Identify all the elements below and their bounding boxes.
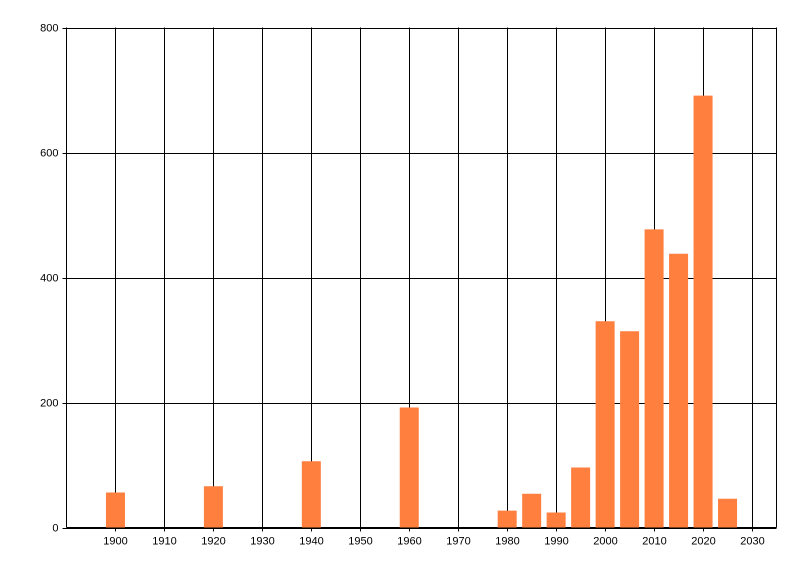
x-tick-label: 2010 [642, 535, 666, 547]
y-tick-label: 0 [52, 522, 58, 534]
bar [620, 331, 640, 528]
x-tick-label: 2030 [740, 535, 764, 547]
x-tick-label: 1910 [152, 535, 176, 547]
x-tick-label: 1960 [397, 535, 421, 547]
x-tick-label: 1990 [544, 535, 568, 547]
bar [546, 512, 566, 528]
x-tick-label: 1970 [446, 535, 470, 547]
y-tick-label: 600 [40, 147, 58, 159]
bar [595, 321, 615, 528]
bar [203, 486, 223, 528]
x-tick-label: 1980 [495, 535, 519, 547]
x-tick-label: 1950 [348, 535, 372, 547]
bar [644, 229, 664, 528]
x-tick-label: 1930 [250, 535, 274, 547]
bar [718, 498, 738, 528]
bar [669, 253, 689, 528]
x-tick-label: 1920 [201, 535, 225, 547]
bar [693, 95, 713, 528]
y-tick-label: 200 [40, 397, 58, 409]
x-tick-label: 2000 [593, 535, 617, 547]
x-tick-label: 2020 [691, 535, 715, 547]
x-tick-label: 1940 [299, 535, 323, 547]
bar [399, 407, 419, 528]
bar [571, 467, 591, 528]
bar [301, 461, 321, 528]
y-tick-label: 400 [40, 272, 58, 284]
bar [522, 493, 542, 528]
bar [105, 492, 125, 528]
bar [497, 510, 517, 528]
x-tick-label: 1900 [103, 535, 127, 547]
y-tick-label: 800 [40, 22, 58, 34]
